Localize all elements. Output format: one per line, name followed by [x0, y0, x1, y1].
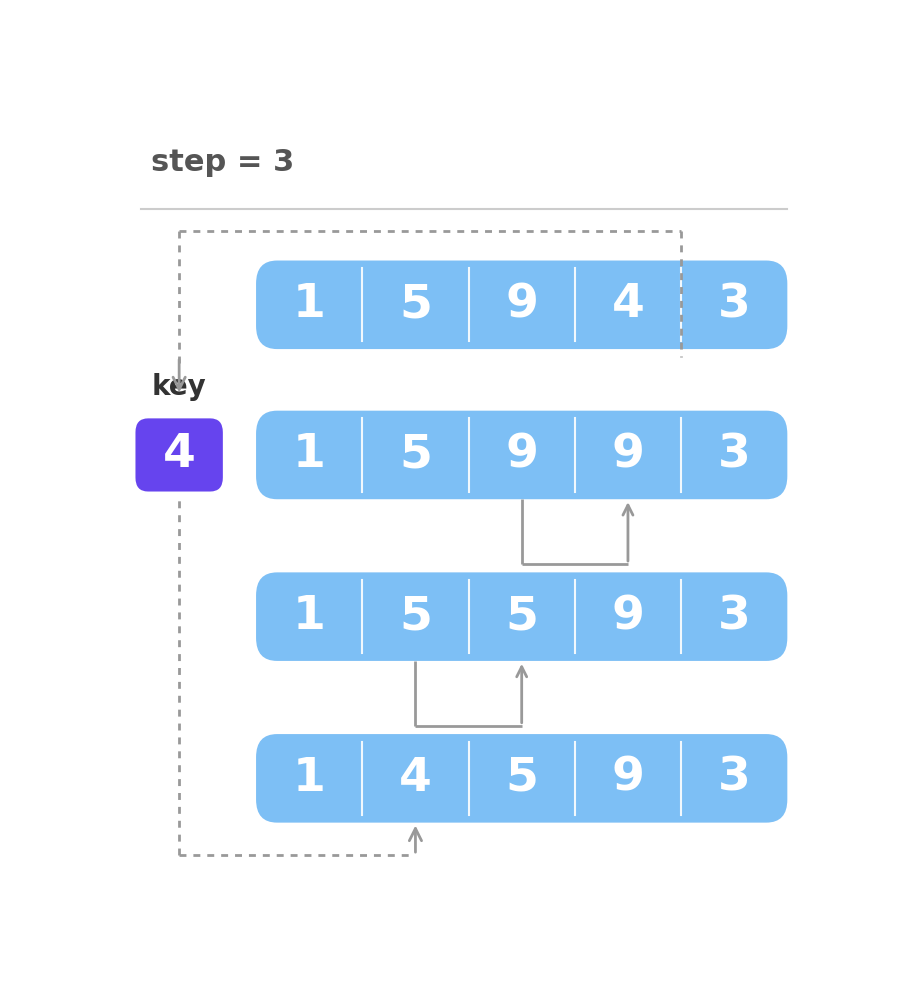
Text: 3: 3	[718, 282, 750, 327]
Text: 3: 3	[718, 594, 750, 639]
Text: 5: 5	[505, 756, 538, 801]
Text: 9: 9	[612, 756, 644, 801]
FancyBboxPatch shape	[135, 418, 223, 492]
FancyBboxPatch shape	[256, 261, 787, 349]
Text: 1: 1	[293, 282, 326, 327]
Text: 9: 9	[505, 432, 538, 477]
Text: 1: 1	[293, 432, 326, 477]
Text: 4: 4	[399, 756, 432, 801]
Text: 9: 9	[612, 594, 644, 639]
Text: 5: 5	[399, 282, 432, 327]
Text: 4: 4	[612, 282, 644, 327]
Text: 5: 5	[505, 594, 538, 639]
Text: 5: 5	[399, 432, 432, 477]
FancyBboxPatch shape	[256, 734, 787, 823]
FancyBboxPatch shape	[256, 572, 787, 661]
Text: step = 3: step = 3	[152, 148, 294, 177]
Text: 3: 3	[718, 756, 750, 801]
Text: 1: 1	[293, 756, 326, 801]
Text: 9: 9	[505, 282, 538, 327]
FancyBboxPatch shape	[256, 411, 787, 499]
Text: 4: 4	[162, 432, 196, 477]
Text: 1: 1	[293, 594, 326, 639]
Text: 5: 5	[399, 594, 432, 639]
Text: key: key	[152, 373, 207, 401]
Text: 3: 3	[718, 432, 750, 477]
Text: 9: 9	[612, 432, 644, 477]
